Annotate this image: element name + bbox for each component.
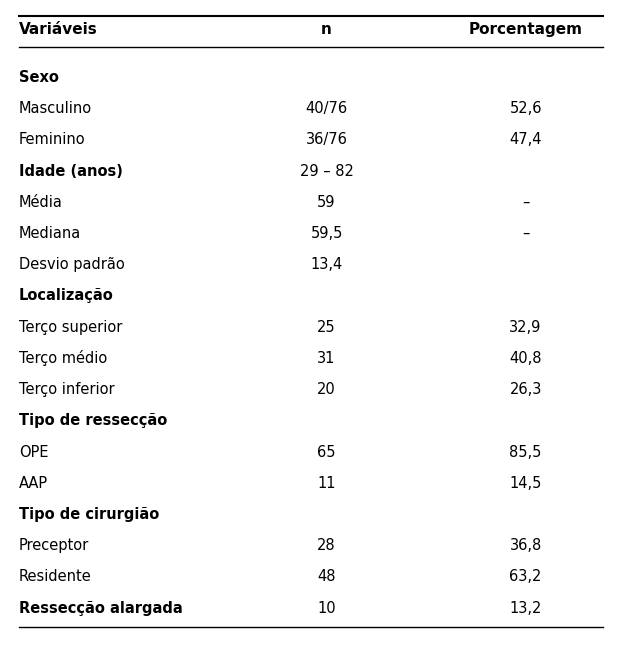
Text: Terço superior: Terço superior	[19, 320, 122, 334]
Text: 11: 11	[317, 476, 336, 491]
Text: Tipo de ressecção: Tipo de ressecção	[19, 413, 167, 428]
Text: Preceptor: Preceptor	[19, 538, 89, 553]
Text: Desvio padrão: Desvio padrão	[19, 258, 124, 272]
Text: 40,8: 40,8	[509, 351, 542, 366]
Text: n: n	[321, 22, 332, 37]
Text: 59: 59	[317, 195, 336, 210]
Text: 28: 28	[317, 538, 336, 553]
Text: 52,6: 52,6	[509, 101, 542, 116]
Text: 40/76: 40/76	[305, 101, 348, 116]
Text: Feminino: Feminino	[19, 133, 85, 147]
Text: OPE: OPE	[19, 445, 48, 459]
Text: 48: 48	[317, 570, 336, 584]
Text: Terço inferior: Terço inferior	[19, 382, 114, 397]
Text: 47,4: 47,4	[509, 133, 542, 147]
Text: Porcentagem: Porcentagem	[468, 22, 583, 37]
Text: 36/76: 36/76	[305, 133, 348, 147]
Text: Terço médio: Terço médio	[19, 350, 107, 367]
Text: Média: Média	[19, 195, 63, 210]
Text: 13,4: 13,4	[310, 258, 343, 272]
Text: 63,2: 63,2	[509, 570, 542, 584]
Text: Masculino: Masculino	[19, 101, 92, 116]
Text: 85,5: 85,5	[509, 445, 542, 459]
Text: 26,3: 26,3	[509, 382, 542, 397]
Text: 36,8: 36,8	[509, 538, 542, 553]
Text: –: –	[522, 195, 529, 210]
Text: Ressecção alargada: Ressecção alargada	[19, 600, 182, 616]
Text: 59,5: 59,5	[310, 226, 343, 241]
Text: Sexo: Sexo	[19, 70, 58, 85]
Text: Localização: Localização	[19, 288, 113, 304]
Text: 14,5: 14,5	[509, 476, 542, 491]
Text: Idade (anos): Idade (anos)	[19, 164, 123, 179]
Text: 65: 65	[317, 445, 336, 459]
Text: 20: 20	[317, 382, 336, 397]
Text: –: –	[522, 226, 529, 241]
Text: 29 – 82: 29 – 82	[300, 164, 353, 179]
Text: AAP: AAP	[19, 476, 48, 491]
Text: Residente: Residente	[19, 570, 91, 584]
Text: Mediana: Mediana	[19, 226, 81, 241]
Text: 13,2: 13,2	[509, 600, 542, 616]
Text: 25: 25	[317, 320, 336, 334]
Text: Variáveis: Variáveis	[19, 22, 98, 37]
Text: 10: 10	[317, 600, 336, 616]
Text: Tipo de cirurgião: Tipo de cirurgião	[19, 507, 159, 522]
Text: 32,9: 32,9	[509, 320, 542, 334]
Text: 31: 31	[317, 351, 336, 366]
